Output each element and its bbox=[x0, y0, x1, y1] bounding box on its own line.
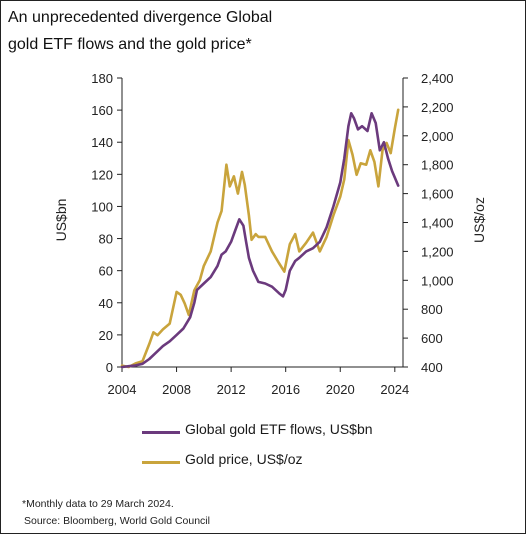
y-tick-label: 120 bbox=[91, 167, 113, 182]
y-tick-label: 80 bbox=[99, 232, 113, 247]
legend-label-etf: Global gold ETF flows, US$bn bbox=[185, 421, 373, 437]
series-layer bbox=[120, 108, 400, 369]
y-tick-label: 160 bbox=[91, 103, 113, 118]
footnotes: *Monthly data to 29 March 2024. Source: … bbox=[22, 496, 210, 530]
y2-tick-label: 2,400 bbox=[421, 71, 454, 86]
x-tick-label: 2008 bbox=[162, 382, 191, 397]
y-axis-title: US$bn bbox=[53, 199, 69, 242]
x-tick-label: 2004 bbox=[108, 382, 137, 397]
legend-swatch-gold bbox=[142, 461, 180, 464]
y-tick-label: 20 bbox=[99, 328, 113, 343]
y2-tick-label: 2,200 bbox=[421, 100, 454, 115]
footnote-data-date: *Monthly data to 29 March 2024. bbox=[22, 498, 174, 510]
y-tick-label: 100 bbox=[91, 199, 113, 214]
y2-axis-title: US$/oz bbox=[471, 197, 487, 243]
x-tick-label: 2024 bbox=[380, 382, 409, 397]
footnote-source: Source: Bloomberg, World Gold Council bbox=[24, 515, 210, 527]
y2-tick-label: 400 bbox=[421, 360, 443, 375]
legend-swatch-etf bbox=[142, 431, 180, 434]
chart-title: An unprecedented divergence Global gold … bbox=[8, 4, 428, 58]
chart-title-line-2: gold ETF flows and the gold price* bbox=[8, 36, 252, 53]
y2-tick-label: 800 bbox=[421, 302, 443, 317]
y-tick-label: 0 bbox=[106, 360, 113, 375]
line-chart: 0 20 40 60 80 100 120 140 160 180 400 600 800 1,000 1,… bbox=[53, 71, 487, 397]
chart-title-line-1: An unprecedented divergence Global bbox=[8, 9, 273, 26]
y2-tick-label: 1,600 bbox=[421, 187, 454, 202]
y-tick-label: 60 bbox=[99, 264, 113, 279]
y2-tick-label: 1,400 bbox=[421, 216, 454, 231]
x-tick-label: 2016 bbox=[271, 382, 300, 397]
series-line-etf-flows bbox=[120, 112, 400, 369]
legend-label-gold: Gold price, US$/oz bbox=[185, 451, 303, 467]
series-line-gold-price bbox=[120, 108, 400, 369]
y-tick-label: 140 bbox=[91, 135, 113, 150]
x-tick-label: 2012 bbox=[217, 382, 246, 397]
axes: 0 20 40 60 80 100 120 140 160 180 400 600 800 1,000 1,… bbox=[91, 71, 453, 397]
y2-tick-label: 1,200 bbox=[421, 244, 454, 259]
y2-tick-label: 2,000 bbox=[421, 129, 454, 144]
y2-tick-label: 1,000 bbox=[421, 273, 454, 288]
y-tick-label: 180 bbox=[91, 71, 113, 86]
y2-tick-label: 1,800 bbox=[421, 158, 454, 173]
x-tick-label: 2020 bbox=[326, 382, 355, 397]
y2-tick-label: 600 bbox=[421, 331, 443, 346]
y-tick-label: 40 bbox=[99, 296, 113, 311]
